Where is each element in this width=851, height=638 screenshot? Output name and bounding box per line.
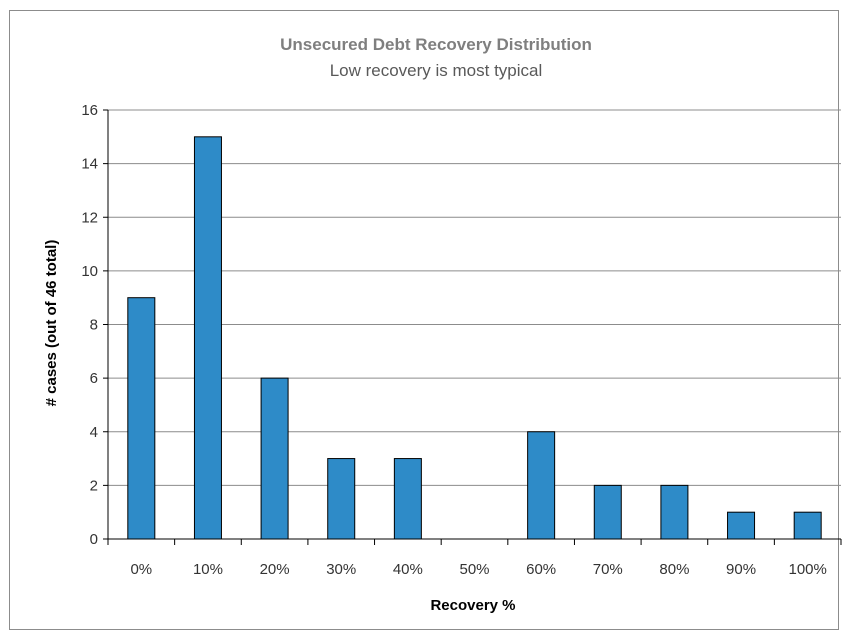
y-tick-label: 6: [90, 370, 98, 387]
bar-10pct: [193, 136, 222, 540]
y-tick-label: 12: [81, 209, 98, 226]
y-tick-label: 2: [90, 477, 98, 494]
x-tick-labels: 0% 10% 20% 30% 40% 50% 60% 70% 80% 90% 100%: [130, 561, 826, 578]
y-tick-label: 10: [81, 263, 98, 280]
x-tick-label: 40%: [393, 561, 423, 578]
y-tick-label: 4: [90, 424, 98, 441]
bar-80pct: [660, 484, 689, 540]
chart-subtitle: Low recovery is most typical: [330, 61, 543, 80]
x-tick-label: 50%: [459, 561, 489, 578]
bars: [127, 136, 822, 540]
x-tick-label: 20%: [260, 561, 290, 578]
gridlines: [108, 109, 841, 486]
bar-100pct: [793, 511, 822, 540]
bar-40pct: [393, 458, 422, 540]
axes: [103, 109, 842, 545]
bar-90pct: [727, 511, 756, 540]
y-tick-labels: 0 2 4 6 8 10 12 14 16: [81, 102, 98, 548]
bar-20pct: [260, 377, 289, 540]
x-tick-label: 30%: [326, 561, 356, 578]
y-tick-label: 14: [81, 156, 98, 173]
x-tick-label: 60%: [526, 561, 556, 578]
bar-0pct: [127, 297, 156, 540]
x-tick-label: 100%: [788, 561, 826, 578]
y-tick-label: 16: [81, 102, 98, 119]
y-axis-label: # cases (out of 46 total): [43, 240, 60, 407]
chart-title: Unsecured Debt Recovery Distribution: [280, 35, 592, 54]
x-tick-label: 0%: [130, 561, 152, 578]
x-tick-label: 70%: [593, 561, 623, 578]
y-tick-label: 0: [90, 531, 98, 548]
y-tick-label: 8: [90, 317, 98, 334]
x-tick-label: 80%: [659, 561, 689, 578]
bar-70pct: [593, 484, 622, 540]
x-tick-label: 10%: [193, 561, 223, 578]
x-tick-label: 90%: [726, 561, 756, 578]
bar-60pct: [527, 431, 556, 540]
x-axis-label: Recovery %: [430, 597, 515, 614]
bar-30pct: [327, 458, 356, 540]
